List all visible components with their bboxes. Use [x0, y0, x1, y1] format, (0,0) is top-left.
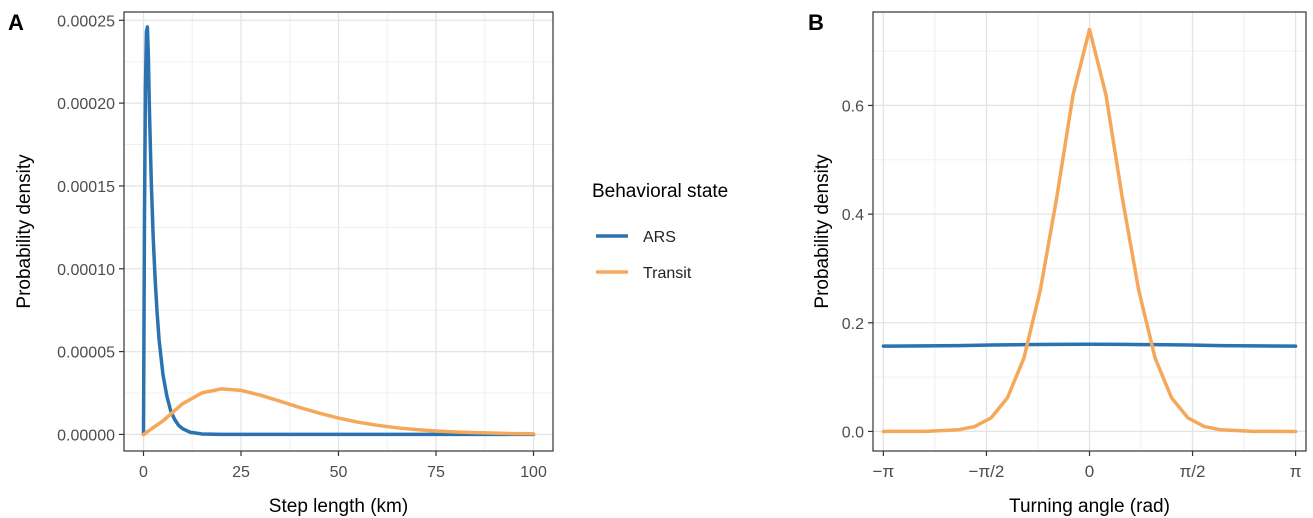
series-line-ars	[881, 342, 1298, 348]
x-tick-label: −π/2	[969, 462, 1005, 481]
panel-a-x-ticks: 0 25 50 75 100	[139, 451, 547, 481]
y-tick-label: 0.6	[842, 98, 864, 115]
x-tick-label: 100	[520, 464, 547, 481]
x-tick-label: 0	[139, 464, 148, 481]
panel-a-label: A	[8, 10, 24, 35]
y-tick-label: 0.0	[842, 424, 864, 441]
legend-label-transit: Transit	[643, 265, 692, 282]
x-tick-label: 50	[330, 464, 348, 481]
x-tick-label: 0	[1085, 462, 1094, 481]
panel-b-x-axis-label: Turning angle (rad)	[1009, 496, 1170, 517]
panel-b-y-ticks: 0.0 0.2 0.4 0.6	[842, 98, 873, 441]
y-tick-label: 0.00020	[57, 96, 115, 113]
legend-label-ars: ARS	[643, 229, 676, 246]
legend-title: Behavioral state	[592, 181, 728, 202]
x-tick-label: π	[1290, 462, 1302, 481]
x-tick-label: π/2	[1180, 462, 1206, 481]
panel-b-label: B	[808, 10, 824, 35]
panel-a-y-axis-label: Probability density	[14, 154, 35, 309]
y-tick-label: 0.00010	[57, 262, 115, 279]
series-line-transit	[881, 27, 1298, 434]
y-tick-label: 0.4	[842, 207, 864, 224]
panel-b-y-axis-label: Probability density	[812, 154, 833, 309]
series-line-ars	[141, 25, 536, 437]
y-tick-label: 0.00015	[57, 179, 115, 196]
legend: Behavioral state ARS Transit	[592, 181, 728, 282]
panel-b-x-ticks: −π −π/2 0 π/2 π	[873, 451, 1302, 481]
panel-b: B −π −π/2 0 π/2 π 0.0 0.2 0.4 0.6 Turning angle…	[808, 10, 1307, 517]
panel-a: A 0 25 50 75 100 0.00000 0.00005 0.00010 0.0001…	[8, 10, 554, 517]
x-tick-label: −π	[873, 462, 895, 481]
x-tick-label: 25	[232, 464, 250, 481]
panel-a-y-ticks: 0.00000 0.00005 0.00010 0.00015 0.00020 0.000…	[57, 13, 124, 444]
y-tick-label: 0.2	[842, 316, 864, 333]
y-tick-label: 0.00000	[57, 427, 115, 444]
series-line-transit	[141, 387, 536, 437]
panel-b-series	[881, 27, 1298, 434]
panel-a-x-axis-label: Step length (km)	[269, 496, 408, 517]
y-tick-label: 0.00005	[57, 345, 115, 362]
panel-a-series	[141, 25, 536, 437]
y-tick-label: 0.00025	[57, 13, 115, 30]
x-tick-label: 75	[427, 464, 445, 481]
